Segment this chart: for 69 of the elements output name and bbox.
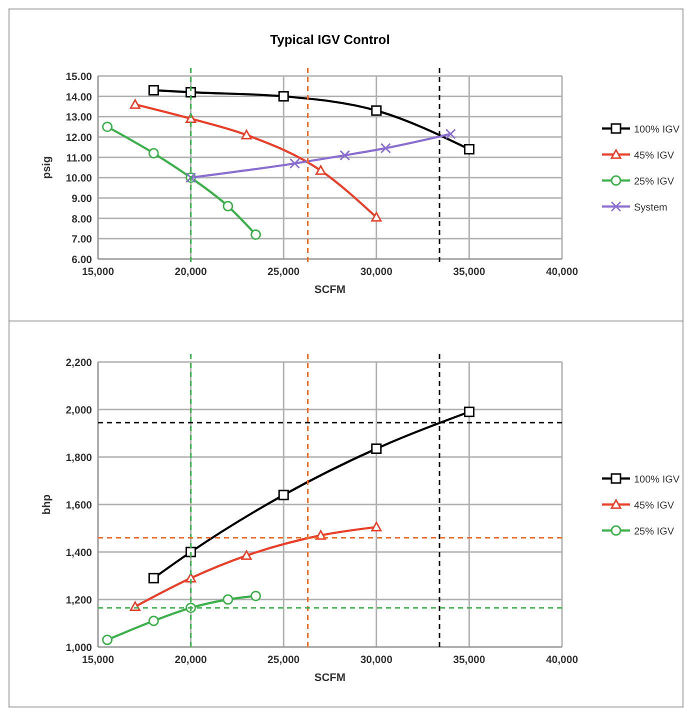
y-tick-label: 9.00 bbox=[72, 193, 92, 205]
point bbox=[278, 490, 289, 500]
legend-label: 25% IGV bbox=[634, 526, 674, 538]
y-tick-label: 11.00 bbox=[66, 152, 92, 164]
point bbox=[464, 144, 474, 154]
point bbox=[315, 165, 326, 175]
x-axis-title: SCFM bbox=[314, 672, 346, 684]
legend-label: 45% IGV bbox=[634, 500, 674, 512]
point bbox=[148, 572, 159, 584]
y-tick-label: 12.00 bbox=[66, 132, 92, 144]
point bbox=[222, 200, 234, 212]
point bbox=[340, 150, 350, 161]
y-tick-label: 8.00 bbox=[72, 213, 92, 226]
point bbox=[371, 443, 382, 454]
x-tick-label: 40,000 bbox=[546, 654, 578, 666]
point bbox=[148, 616, 159, 626]
x-tick-label: 25,000 bbox=[268, 266, 300, 278]
point bbox=[186, 87, 196, 98]
y-tick-label: 1,400 bbox=[66, 547, 92, 559]
y-tick-label: 14.00 bbox=[66, 91, 92, 104]
y-tick-label: 13.00 bbox=[66, 112, 92, 124]
legend-label: 100% IGV bbox=[634, 124, 680, 136]
point bbox=[250, 229, 262, 240]
x-tick-label: 25,000 bbox=[268, 654, 300, 666]
point bbox=[102, 634, 113, 646]
legend-label: System bbox=[634, 202, 668, 214]
y-tick-label: 2,000 bbox=[66, 404, 92, 416]
x-tick-label: 15,000 bbox=[82, 266, 114, 278]
point bbox=[186, 546, 196, 558]
point bbox=[102, 122, 113, 132]
point bbox=[148, 148, 159, 159]
legend-label: 25% IGV bbox=[634, 176, 674, 188]
y-tick-label: 2,200 bbox=[66, 357, 92, 369]
point bbox=[371, 522, 382, 532]
chart-title: Typical IGV Control bbox=[270, 32, 390, 47]
y-tick-label: 15.00 bbox=[66, 71, 92, 83]
x-tick-label: 35,000 bbox=[453, 654, 486, 666]
point bbox=[464, 406, 474, 418]
point bbox=[148, 84, 159, 96]
point bbox=[278, 91, 289, 102]
x-tick-label: 30,000 bbox=[360, 654, 393, 666]
y-tick-label: 7.00 bbox=[72, 234, 92, 246]
y-axis-title: bhp bbox=[41, 494, 53, 515]
y-tick-label: 1,000 bbox=[66, 642, 92, 654]
legend-label: 45% IGV bbox=[634, 150, 674, 162]
point bbox=[289, 158, 300, 169]
y-tick-label: 1,200 bbox=[66, 594, 92, 606]
x-tick-label: 20,000 bbox=[174, 266, 208, 278]
x-tick-label: 15,000 bbox=[82, 654, 114, 666]
point bbox=[241, 550, 252, 560]
y-tick-label: 1,600 bbox=[66, 500, 92, 512]
point bbox=[250, 590, 262, 602]
y-tick-label: 6.00 bbox=[72, 254, 92, 266]
point bbox=[241, 130, 252, 140]
y-axis-title: psig bbox=[41, 156, 53, 179]
x-axis-title: SCFM bbox=[314, 284, 346, 296]
point bbox=[371, 212, 382, 222]
y-tick-label: 1,800 bbox=[66, 452, 92, 464]
point bbox=[371, 105, 382, 116]
x-tick-label: 20,000 bbox=[174, 654, 208, 666]
y-tick-label: 10.00 bbox=[66, 172, 92, 185]
legend-label: 100% IGV bbox=[634, 474, 680, 486]
point bbox=[130, 99, 140, 109]
x-tick-label: 30,000 bbox=[360, 266, 393, 278]
x-tick-label: 40,000 bbox=[546, 266, 578, 278]
point bbox=[380, 142, 391, 154]
point bbox=[222, 594, 234, 605]
x-tick-label: 35,000 bbox=[453, 266, 486, 278]
point bbox=[445, 128, 456, 140]
